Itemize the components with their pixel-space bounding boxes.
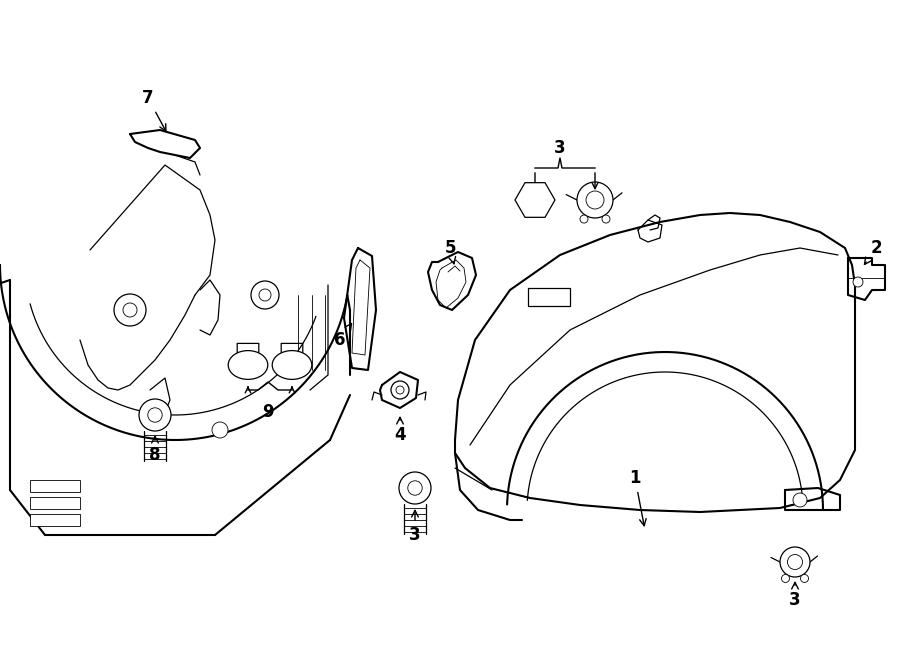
Circle shape: [788, 555, 803, 570]
Circle shape: [586, 191, 604, 209]
Text: 5: 5: [445, 239, 455, 264]
Circle shape: [283, 356, 301, 374]
Circle shape: [853, 277, 863, 287]
Text: 4: 4: [394, 417, 406, 444]
Text: 7: 7: [142, 89, 166, 131]
Circle shape: [800, 574, 808, 582]
Circle shape: [780, 547, 810, 577]
Text: 3: 3: [789, 582, 801, 609]
Ellipse shape: [272, 350, 311, 379]
Circle shape: [602, 215, 610, 223]
Circle shape: [212, 422, 228, 438]
Circle shape: [408, 481, 422, 495]
Text: 8: 8: [149, 436, 161, 464]
Circle shape: [781, 574, 789, 582]
Circle shape: [148, 408, 162, 422]
Polygon shape: [515, 182, 555, 217]
Circle shape: [259, 289, 271, 301]
Circle shape: [793, 493, 807, 507]
Text: 2: 2: [865, 239, 882, 264]
Circle shape: [251, 281, 279, 309]
Circle shape: [114, 294, 146, 326]
Circle shape: [139, 399, 171, 431]
Bar: [30, 480, 80, 492]
Ellipse shape: [229, 350, 268, 379]
Bar: [30, 497, 80, 509]
Circle shape: [580, 215, 588, 223]
Text: 1: 1: [629, 469, 646, 525]
Circle shape: [123, 303, 137, 317]
Circle shape: [396, 386, 404, 394]
Circle shape: [391, 381, 409, 399]
Circle shape: [577, 182, 613, 218]
Circle shape: [399, 472, 431, 504]
Circle shape: [239, 356, 257, 374]
Text: 3: 3: [410, 510, 421, 544]
Text: 6: 6: [334, 323, 352, 349]
Text: 9: 9: [262, 403, 274, 421]
Bar: [528, 288, 570, 306]
Bar: [30, 514, 80, 526]
Circle shape: [526, 191, 544, 209]
Text: 3: 3: [554, 139, 566, 157]
